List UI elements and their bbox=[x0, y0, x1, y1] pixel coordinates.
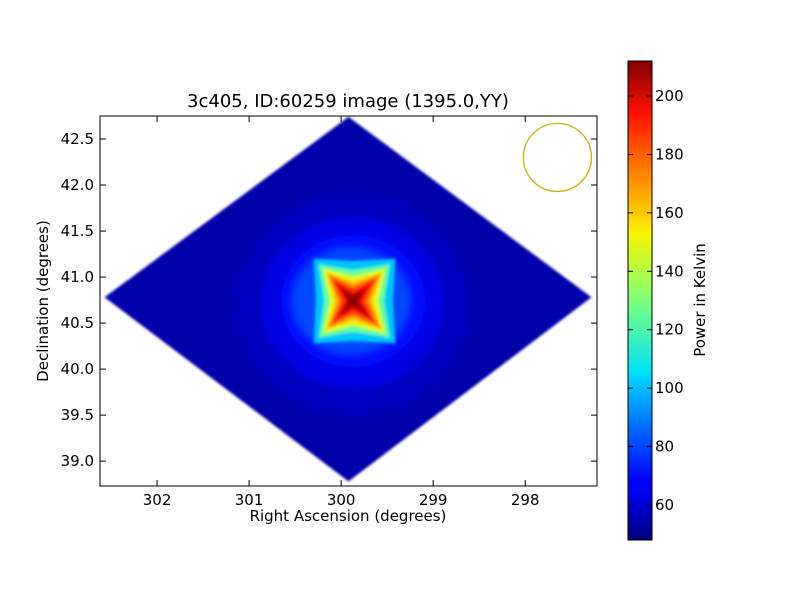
y-tick-label: 42.0 bbox=[61, 176, 94, 194]
y-axis-ticks: 39.0 39.5 40.0 40.5 41.0 41.5 42.0 42.5 bbox=[61, 130, 597, 470]
contour-level bbox=[346, 293, 361, 309]
beam-marker bbox=[522, 122, 593, 193]
y-tick-label: 40.0 bbox=[61, 360, 94, 378]
colorbar-tick-label: 140 bbox=[655, 262, 684, 280]
colorbar bbox=[627, 60, 653, 541]
colorbar-tick-label: 100 bbox=[655, 379, 684, 397]
y-tick-label: 39.5 bbox=[61, 406, 94, 424]
y-tick-label: 40.5 bbox=[61, 314, 94, 332]
x-tick-label: 299 bbox=[419, 491, 448, 509]
x-tick-label: 298 bbox=[511, 491, 540, 509]
colorbar-tick-label: 180 bbox=[655, 145, 684, 163]
colorbar-tick-label: 160 bbox=[655, 204, 684, 222]
colorbar-tick-label: 60 bbox=[655, 496, 674, 514]
y-tick-label: 42.5 bbox=[61, 130, 94, 148]
y-tick-label: 41.0 bbox=[61, 268, 94, 286]
colorbar-tick-label: 120 bbox=[655, 321, 684, 339]
colorbar-label: Power in Kelvin bbox=[691, 243, 709, 357]
x-tick-label: 300 bbox=[327, 491, 356, 509]
chart-title: 3c405, ID:60259 image (1395.0,YY) bbox=[187, 91, 509, 112]
colorbar-tick-label: 200 bbox=[655, 87, 684, 105]
x-axis-ticks: 302 301 300 299 298 bbox=[143, 116, 540, 509]
x-tick-label: 301 bbox=[235, 491, 264, 509]
plot-frame bbox=[99, 115, 598, 487]
heatmap-image bbox=[104, 116, 592, 482]
source-star bbox=[313, 258, 396, 344]
colorbar-ticks: 60 80 100 120 140 160 180 200 bbox=[628, 87, 684, 514]
x-axis-label: Right Ascension (degrees) bbox=[250, 507, 447, 525]
y-axis-label: Declination (degrees) bbox=[34, 220, 52, 382]
y-tick-label: 41.5 bbox=[61, 222, 94, 240]
x-tick-label: 302 bbox=[143, 491, 172, 509]
y-tick-label: 39.0 bbox=[61, 452, 94, 470]
colorbar-tick-label: 80 bbox=[655, 438, 674, 456]
